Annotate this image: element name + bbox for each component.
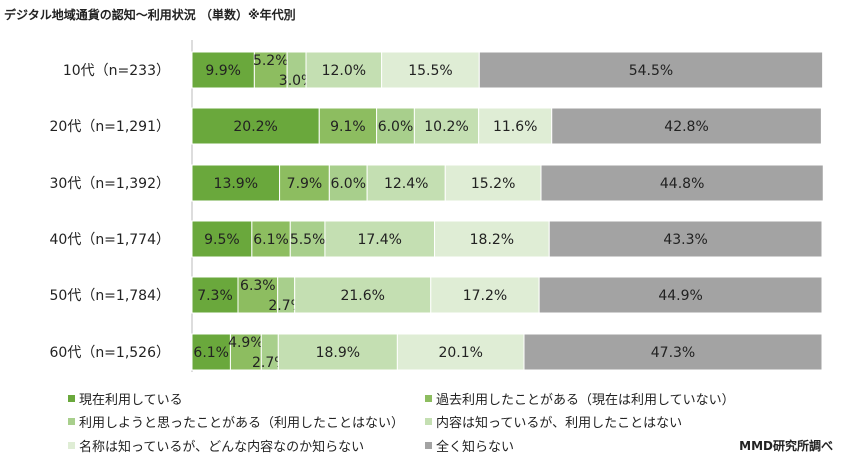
bar-segment xyxy=(548,220,823,258)
bar-segment xyxy=(366,164,446,202)
bar-segment xyxy=(376,107,415,145)
legend-item: 全く知らない xyxy=(425,436,514,455)
data-label: 6.0% xyxy=(330,176,366,192)
bar-segment xyxy=(413,107,480,145)
legend-item: 過去利用したことがある（現在は利用していない） xyxy=(425,389,735,408)
bar-segment xyxy=(277,333,398,371)
legend-label: 名称は知っているが、どんな内容なのか知らない xyxy=(79,440,365,455)
data-label: 44.8% xyxy=(660,176,704,192)
bar-segment xyxy=(191,276,239,314)
category-label: 40代（n=1,774） xyxy=(50,232,171,248)
data-label: 4.9% xyxy=(228,335,264,351)
data-label: 42.8% xyxy=(664,119,708,135)
bar-segment xyxy=(381,51,480,89)
data-label: 43.3% xyxy=(663,232,707,248)
bar-segment xyxy=(191,164,281,202)
legend-swatch xyxy=(68,442,75,449)
data-label: 5.2% xyxy=(253,53,289,69)
bar-segment xyxy=(318,107,378,145)
legend-item: 利用しようと思ったことがある（利用したことはない） xyxy=(68,412,404,431)
legend-item: 内容は知っているが、利用したことはない xyxy=(425,412,682,431)
bar-segment xyxy=(253,51,288,89)
bar-segment xyxy=(305,51,383,89)
legend-swatch xyxy=(425,395,432,402)
category-label: 10代（n=233） xyxy=(63,63,170,79)
bar-segment xyxy=(478,107,553,145)
bar-segment xyxy=(328,164,368,202)
category-label: 50代（n=1,784） xyxy=(50,288,171,304)
data-label: 7.9% xyxy=(287,176,323,192)
legend-swatch xyxy=(425,442,432,449)
bar-segment xyxy=(289,220,326,258)
data-label: 47.3% xyxy=(651,345,695,361)
legend-swatch xyxy=(68,395,75,402)
data-label: 6.1% xyxy=(253,232,289,248)
data-label: 18.9% xyxy=(316,345,360,361)
legend-item: 名称は知っているが、どんな内容なのか知らない xyxy=(68,436,364,455)
category-label: 30代（n=1,392） xyxy=(50,176,171,192)
bar-segment xyxy=(430,276,540,314)
bar-segment xyxy=(229,333,262,371)
bar-segment xyxy=(523,333,823,371)
bar-segment xyxy=(538,276,823,314)
data-label: 20.2% xyxy=(233,119,277,135)
legend-swatch xyxy=(68,418,75,425)
data-label: 44.9% xyxy=(658,288,702,304)
bar-segment xyxy=(191,333,231,371)
legend-label: 内容は知っているが、利用したことはない xyxy=(436,416,683,431)
bar-segment xyxy=(478,51,824,89)
category-label: 20代（n=1,291） xyxy=(50,119,171,135)
category-label: 60代（n=1,526） xyxy=(50,345,171,361)
data-label: 3.0% xyxy=(279,73,315,89)
data-label: 7.3% xyxy=(197,288,233,304)
bar-segment xyxy=(551,107,822,145)
data-label: 54.5% xyxy=(629,63,673,79)
data-label: 13.9% xyxy=(214,176,258,192)
legend-label: 過去利用したことがある（現在は利用していない） xyxy=(436,393,735,408)
data-label: 12.4% xyxy=(384,176,428,192)
data-label: 9.9% xyxy=(205,63,241,79)
bar-segment xyxy=(237,276,279,314)
legend-swatch xyxy=(425,418,432,425)
plot-area: 10代（n=233） 9.9% 5.2% 3.0% 12.0% 15.5% 54.5% 20代… xyxy=(50,40,824,372)
bar-segment xyxy=(324,220,436,258)
data-label: 20.1% xyxy=(438,345,482,361)
bar-segment xyxy=(444,164,542,202)
data-label: 10.2% xyxy=(424,119,468,135)
legend-item: 現在利用している xyxy=(68,389,183,408)
bar-segment xyxy=(294,276,432,314)
data-label: 11.6% xyxy=(493,119,537,135)
data-label: 6.1% xyxy=(193,345,229,361)
data-label: 12.0% xyxy=(322,63,366,79)
source-note: MMD研究所調べ xyxy=(739,439,833,453)
data-label: 6.0% xyxy=(378,119,414,135)
data-label: 17.4% xyxy=(357,232,401,248)
bar-segment xyxy=(191,220,253,258)
data-label: 18.2% xyxy=(470,232,514,248)
data-label: 9.5% xyxy=(204,232,240,248)
bar-segment xyxy=(434,220,550,258)
data-label: 5.5% xyxy=(290,232,326,248)
legend-label: 利用しようと思ったことがある（利用したことはない） xyxy=(79,416,405,431)
data-label: 15.2% xyxy=(471,176,515,192)
bar-segment xyxy=(540,164,824,202)
data-label: 9.1% xyxy=(330,119,366,135)
bar-segment xyxy=(279,164,330,202)
legend-label: 現在利用している xyxy=(79,393,183,408)
chart-title: デジタル地域通貨の認知～利用状況 （単数）※年代別 xyxy=(4,8,296,22)
data-label: 15.5% xyxy=(408,63,452,79)
bar-segment xyxy=(396,333,525,371)
data-label: 21.6% xyxy=(340,288,384,304)
data-label: 6.3% xyxy=(240,278,276,294)
legend-label: 全く知らない xyxy=(436,440,515,455)
data-label: 17.2% xyxy=(463,288,507,304)
